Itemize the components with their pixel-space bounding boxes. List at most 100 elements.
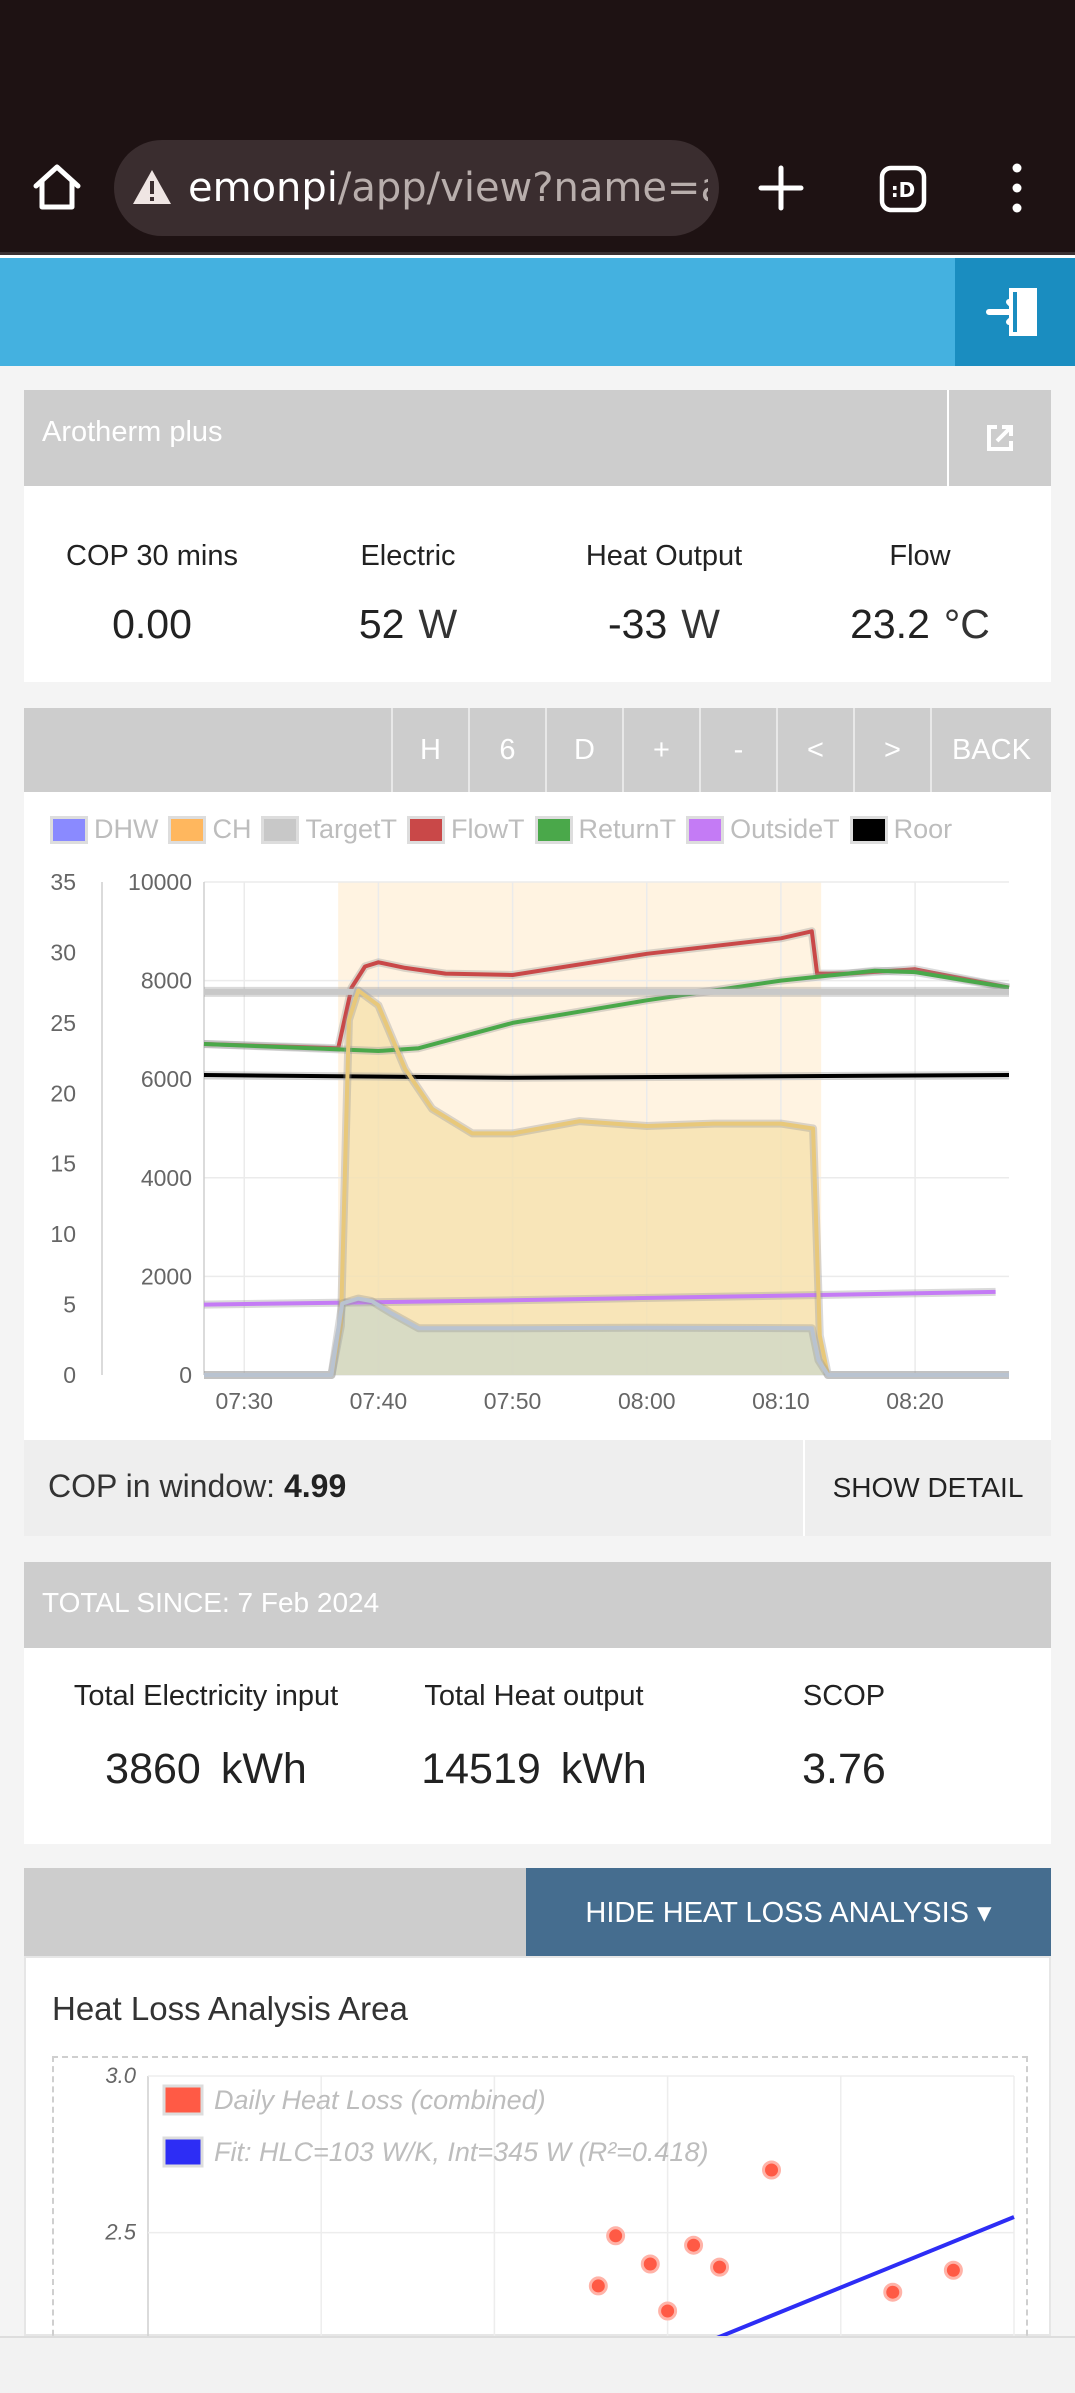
legend-item[interactable]: DHW [50,814,158,845]
chart-toolbar: H 6 D + - < > BACK [24,708,1051,792]
total-scop: SCOP 3.76 [744,1648,944,1794]
ch-area [204,990,1009,1375]
zoom-day-button[interactable]: D [545,708,622,792]
x-tick-label: 08:20 [886,1388,944,1414]
external-link-button[interactable] [947,390,1051,486]
legend-label: ReturnT [578,814,677,844]
series-line-returnt [203,968,1010,1053]
pan-left-button[interactable]: < [776,708,853,792]
stat-unit: W [681,601,720,647]
legend-swatch [50,815,88,844]
total-value: 3860 kWh [34,1745,378,1794]
legend-swatch [534,815,573,844]
stat-label: Heat Output [585,540,743,572]
tab-switcher-icon[interactable]: :D [878,164,928,214]
hl-legend-label: Daily Heat Loss (combined) [214,2085,546,2115]
y-right-tick-label: 8000 [141,968,192,994]
plus-icon[interactable] [753,160,809,216]
stat-value: -33 W [536,601,792,648]
zoom-6h-button[interactable]: 6 [468,708,545,792]
zoom-hour-button[interactable]: H [391,708,468,792]
hl-data-point [883,2282,903,2302]
zoom-out-button[interactable]: - [699,708,776,792]
total-number: 3.76 [802,1745,886,1793]
stat-label: COP 30 mins [66,540,238,572]
y-right-tick-label: 4000 [141,1165,192,1191]
y-left-tick-label: 35 [50,869,76,895]
url-path: /app/view?name=a [337,165,708,211]
series-line-outsidet [203,1289,996,1307]
hl-data-point [710,2257,730,2277]
hl-legend-swatch [162,2084,204,2116]
legend-item[interactable]: Roor [849,814,953,845]
legend-swatch [261,815,300,844]
y-left-tick-label: 10 [50,1221,76,1247]
x-tick-label: 08:10 [752,1388,810,1414]
stat-flow: Flow 23.2 °C [792,486,1048,648]
legend-swatch [168,815,207,844]
total-value: 3.76 [744,1745,944,1794]
legend-swatch [849,815,888,844]
stat-unit: °C [943,601,990,647]
logout-icon [986,288,1037,336]
y-right-tick-label: 2000 [141,1263,192,1289]
zoom-in-button[interactable]: + [622,708,699,792]
stat-value: 52 W [280,601,536,648]
legend-item[interactable]: CH [168,814,251,845]
heat-loss-scatter[interactable]: 3.0 2.5 Daily Heat Loss (combined) Fit: HLC… [54,2058,1026,2362]
stat-electric: Electric 52 W [280,486,536,648]
legend-item[interactable]: FlowT [407,814,525,845]
legend-label: OutsideT [730,814,840,844]
legend-item[interactable]: TargetT [261,814,397,845]
stat-unit: W [418,601,458,647]
hl-data-point [658,2301,678,2321]
total-value: 14519 kWh [384,1745,684,1794]
chart-panel: DHW CH TargetT FlowT ReturnT OutsideT Ro… [24,792,1051,1440]
home-icon[interactable] [30,160,84,214]
stat-label: Electric [360,540,456,572]
hl-legend-label: Fit: HLC=103 W/K, Int=345 W (R²=0.418) [214,2137,708,2167]
legend-label: DHW [94,814,159,844]
url-bar[interactable]: emonpi/app/view?name=a [114,140,719,236]
total-label: SCOP [802,1680,886,1712]
more-vert-icon[interactable] [1003,160,1031,216]
cop-window-text: COP in window: 4.99 [48,1468,346,1505]
total-number: 14519 [421,1745,541,1793]
svg-text::D: :D [891,178,916,202]
x-tick-label: 08:00 [618,1388,676,1414]
total-label: Total Electricity input [73,1680,339,1712]
total-number: 3860 [105,1745,201,1793]
back-button[interactable]: BACK [930,708,1051,792]
hl-data-point [606,2226,626,2246]
pan-right-button[interactable]: > [853,708,930,792]
total-label: Total Heat output [424,1680,644,1712]
total-unit: kWh [560,1745,647,1793]
cop-window-value: 4.99 [283,1468,347,1504]
y-left-tick-label: 0 [63,1362,76,1388]
y-right-tick-label: 10000 [128,869,192,895]
show-detail-button[interactable]: SHOW DETAIL [803,1440,1051,1536]
app-header [0,258,1075,366]
legend-label: CH [212,814,252,844]
legend-label: Roor [893,814,953,844]
y-right-tick-label: 6000 [141,1066,192,1092]
stats-panel: COP 30 mins 0.00 Electric 52 W Heat Outpu… [24,486,1051,682]
heat-loss-bar-spacer [24,1868,526,1956]
legend-item[interactable]: ReturnT [534,814,677,845]
system-status-bar [0,0,1075,130]
total-electricity: Total Electricity input 3860 kWh [34,1648,378,1794]
legend-swatch [407,815,446,844]
logout-button[interactable] [955,258,1075,366]
stat-value: 0.00 [24,601,280,648]
toggle-heat-loss-button[interactable]: HIDE HEAT LOSS ANALYSIS ▾ [526,1868,1051,1956]
y-left-tick-label: 30 [50,939,76,965]
power-temperature-chart[interactable]: 07:30 07:40 07:50 08:00 08:10 08:20 0 5 10 15 20 25… [24,852,1051,1440]
url-text[interactable]: emonpi/app/view?name=a [188,165,708,211]
stat-heat-output: Heat Output -33 W [536,486,792,648]
hl-legend-swatch [162,2136,204,2168]
hl-fit-line [666,2215,1015,2360]
warning-icon[interactable] [130,166,174,210]
series-line-ch [204,988,1009,1377]
legend-item[interactable]: OutsideT [686,814,840,845]
stat-number: 52 [358,601,405,647]
